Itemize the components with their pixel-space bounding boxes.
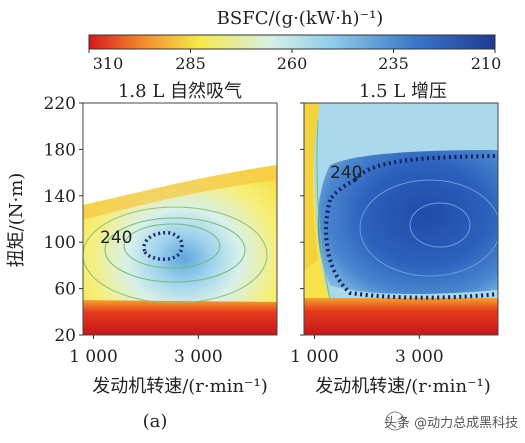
panel-a-wot-edge bbox=[83, 165, 277, 220]
y-tick-label: 60 bbox=[54, 280, 76, 300]
panel-b-contour-225 bbox=[359, 179, 498, 277]
panel-b-annotation-240: 240 bbox=[330, 163, 362, 183]
colorbar-tick-label: 210 bbox=[471, 54, 502, 73]
y-tick-label: 220 bbox=[44, 94, 76, 114]
panel-a-contour-240 bbox=[142, 231, 184, 261]
colorbar-tick-label: 260 bbox=[277, 54, 308, 73]
figure-caption: (a) bbox=[143, 411, 168, 432]
panel-b-contour-215 bbox=[409, 202, 471, 248]
colorbar-tick-label: 285 bbox=[175, 54, 206, 73]
colorbar-ticks: 310 285 260 235 210 bbox=[88, 49, 502, 73]
watermark-logo-icon bbox=[385, 411, 405, 431]
panel-a-plot bbox=[83, 103, 277, 335]
panel-a-contour-250 bbox=[104, 217, 246, 283]
panel-a-contour-260 bbox=[83, 206, 268, 304]
panel-b-topleft-region bbox=[304, 103, 320, 270]
panel-a-contour-245 bbox=[123, 223, 221, 269]
x-tick-label: 1 000 bbox=[290, 347, 339, 367]
colorbar bbox=[88, 34, 496, 50]
panel-b-low-load-region bbox=[304, 298, 498, 335]
panel-b-contour-240-top bbox=[328, 178, 356, 202]
colorbar-tick-label: 235 bbox=[378, 54, 409, 73]
colorbar-tick-label: 310 bbox=[93, 54, 124, 73]
panel-a-frame bbox=[82, 102, 278, 336]
y-axis-label: 扭矩/(N·m) bbox=[6, 173, 27, 268]
panel-b-plot bbox=[304, 103, 498, 335]
x-tick-label: 3 000 bbox=[174, 347, 223, 367]
panel-a-x-axis-label: 发动机转速/(r·min⁻¹) bbox=[92, 376, 268, 397]
y-tick-label: 180 bbox=[44, 140, 76, 160]
panel-a-title: 1.8 L 自然吸气 bbox=[118, 81, 242, 102]
y-axis-ticks: 20 60 100 140 180 220 bbox=[44, 94, 304, 346]
panel-b-contour-240 bbox=[324, 154, 498, 300]
panel-b-contour-250 bbox=[316, 119, 331, 301]
panel-b-inner-region bbox=[317, 150, 498, 295]
panel-b-x-axis-label: 发动机转速/(r·min⁻¹) bbox=[315, 376, 491, 397]
y-tick-label: 100 bbox=[44, 233, 76, 253]
y-tick-label: 140 bbox=[44, 187, 76, 207]
colorbar-label: BSFC/(g·(kW·h)⁻¹) bbox=[217, 8, 384, 29]
panel-a-annotation-240: 240 bbox=[100, 228, 132, 248]
panel-b-title: 1.5 L 增压 bbox=[359, 81, 447, 102]
x-tick-label: 1 000 bbox=[69, 347, 118, 367]
panel-b-frame bbox=[303, 102, 499, 336]
panel-b-x-axis-ticks: 1 000 3 000 bbox=[290, 335, 444, 367]
y-tick-label: 20 bbox=[54, 326, 76, 346]
watermark: 头条 @动力总成黑科技 bbox=[384, 411, 518, 431]
panel-a-low-load-region bbox=[83, 300, 277, 335]
watermark-text: 头条 @动力总成黑科技 bbox=[384, 415, 518, 431]
x-tick-label: 3 000 bbox=[395, 347, 444, 367]
panel-a-x-axis-ticks: 1 000 3 000 bbox=[69, 335, 223, 367]
